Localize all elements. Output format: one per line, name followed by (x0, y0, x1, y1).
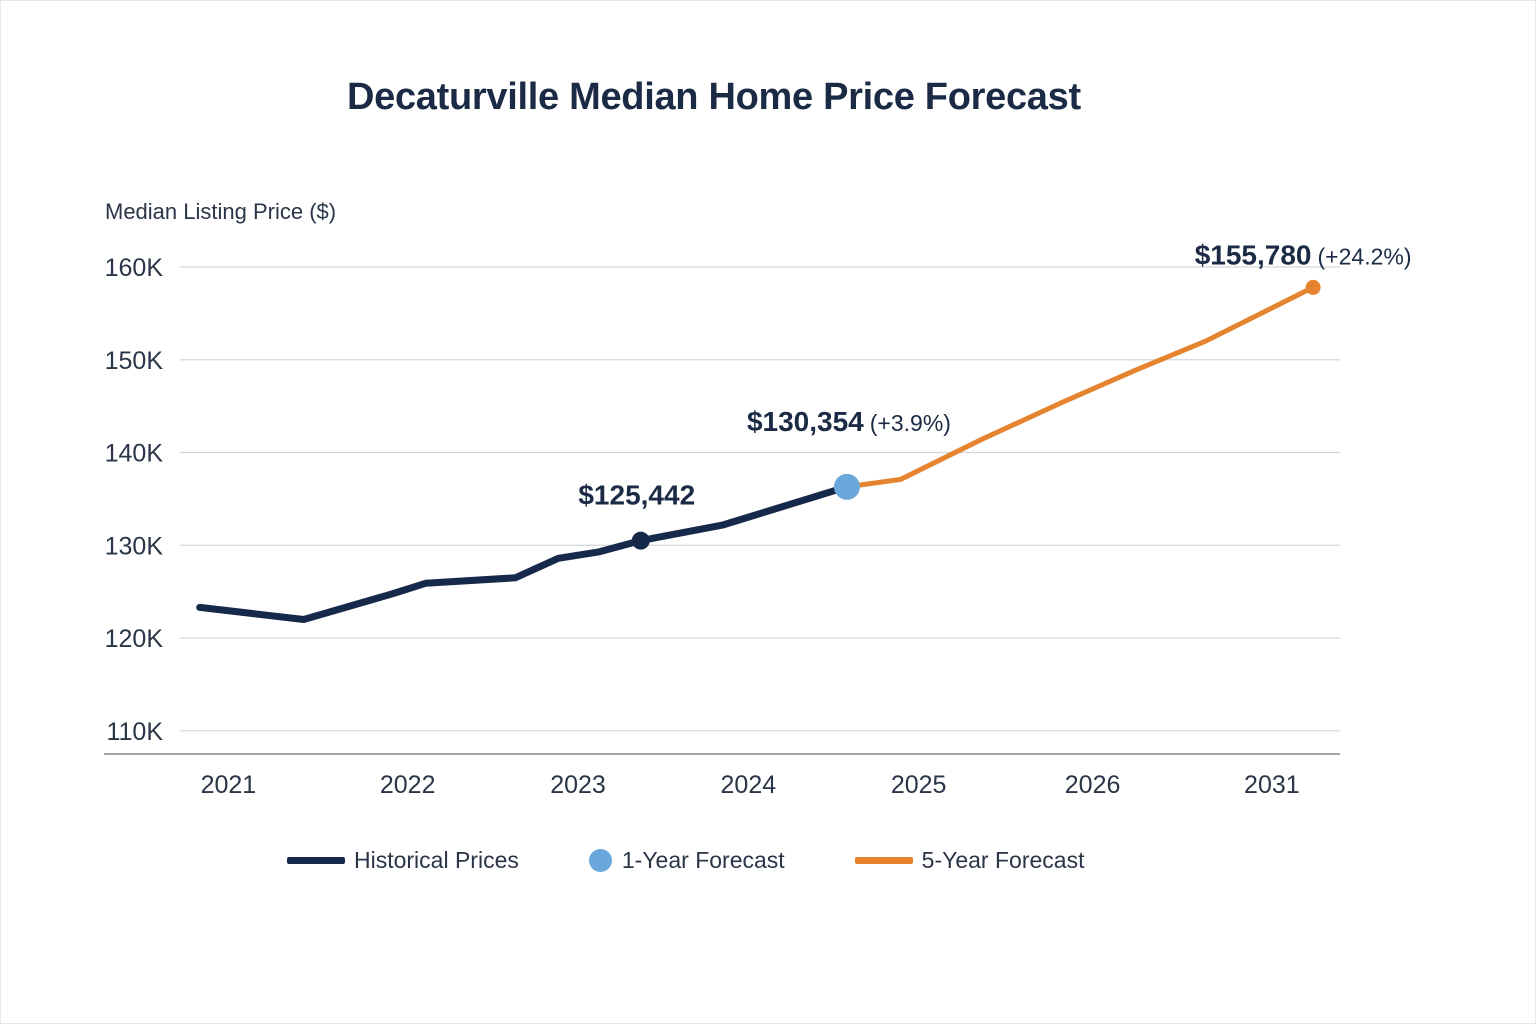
y-tick-labels: 110K 120K 130K 140K 150K 160K (105, 254, 164, 746)
x-tick-labels: 2021 2022 2023 2024 2025 2026 2031 (201, 771, 1300, 799)
x-tick-label: 2023 (550, 771, 606, 799)
legend-swatch-5-year-icon (854, 856, 913, 864)
y-tick-label: 140K (105, 440, 164, 468)
callout-1-year-value: $130,354 (747, 406, 864, 437)
series-lines (196, 284, 1316, 623)
y-tick-label: 130K (105, 532, 164, 560)
x-tick-label: 2024 (721, 771, 777, 799)
callout-historical-point[interactable] (631, 531, 650, 550)
y-tick-label: 160K (105, 254, 164, 282)
chart-title: Decaturville Median Home Price Forecast (347, 76, 1081, 118)
callout-5-year-label: $155,780 (+24.2%) (1195, 239, 1412, 270)
y-tick-label: 150K (105, 347, 164, 375)
legend-label: Historical Prices (354, 846, 519, 873)
callout-5-year-value: $155,780 (1195, 239, 1312, 270)
grid-lines (180, 266, 1340, 732)
callout-1-year-point[interactable] (833, 473, 860, 500)
x-tick-label: 2025 (891, 771, 947, 799)
y-tick-label: 120K (105, 625, 164, 653)
legend-item-1-year-forecast[interactable]: 1-Year Forecast (588, 846, 785, 874)
legend-swatch-1-year-icon (588, 848, 612, 872)
x-tick-label: 2031 (1244, 771, 1300, 799)
y-axis-label: Median Listing Price ($) (105, 199, 337, 224)
series-line-historical-prices (196, 483, 851, 623)
y-tick-label: 110K (106, 718, 163, 746)
x-tick-label: 2021 (201, 771, 257, 799)
callout-5-year-point[interactable] (1305, 279, 1321, 295)
legend: Historical Prices 1-Year Forecast 5-Year… (287, 843, 1154, 877)
callout-historical-value: $125,442 (578, 480, 695, 511)
callout-5-year-change: (+24.2%) (1318, 243, 1412, 269)
callout-1-year-change: (+3.9%) (870, 410, 951, 436)
callouts: $125,442 $130,354 (+3.9%) $155,780 (+24.2%) (578, 239, 1411, 510)
legend-label: 5-Year Forecast (921, 846, 1085, 873)
series-line-5-year-forecast (844, 284, 1316, 490)
legend-item-5-year-forecast[interactable]: 5-Year Forecast (854, 846, 1085, 874)
legend-label: 1-Year Forecast (621, 846, 785, 873)
legend-item-historical-prices[interactable]: Historical Prices (287, 847, 519, 874)
x-tick-label: 2022 (380, 771, 436, 799)
highlight-points (631, 279, 1321, 550)
x-tick-label: 2026 (1065, 771, 1121, 799)
callout-1-year-label: $130,354 (+3.9%) (747, 406, 951, 437)
legend-swatch-historical-icon (287, 856, 345, 864)
callout-historical-label: $125,442 (578, 480, 695, 511)
